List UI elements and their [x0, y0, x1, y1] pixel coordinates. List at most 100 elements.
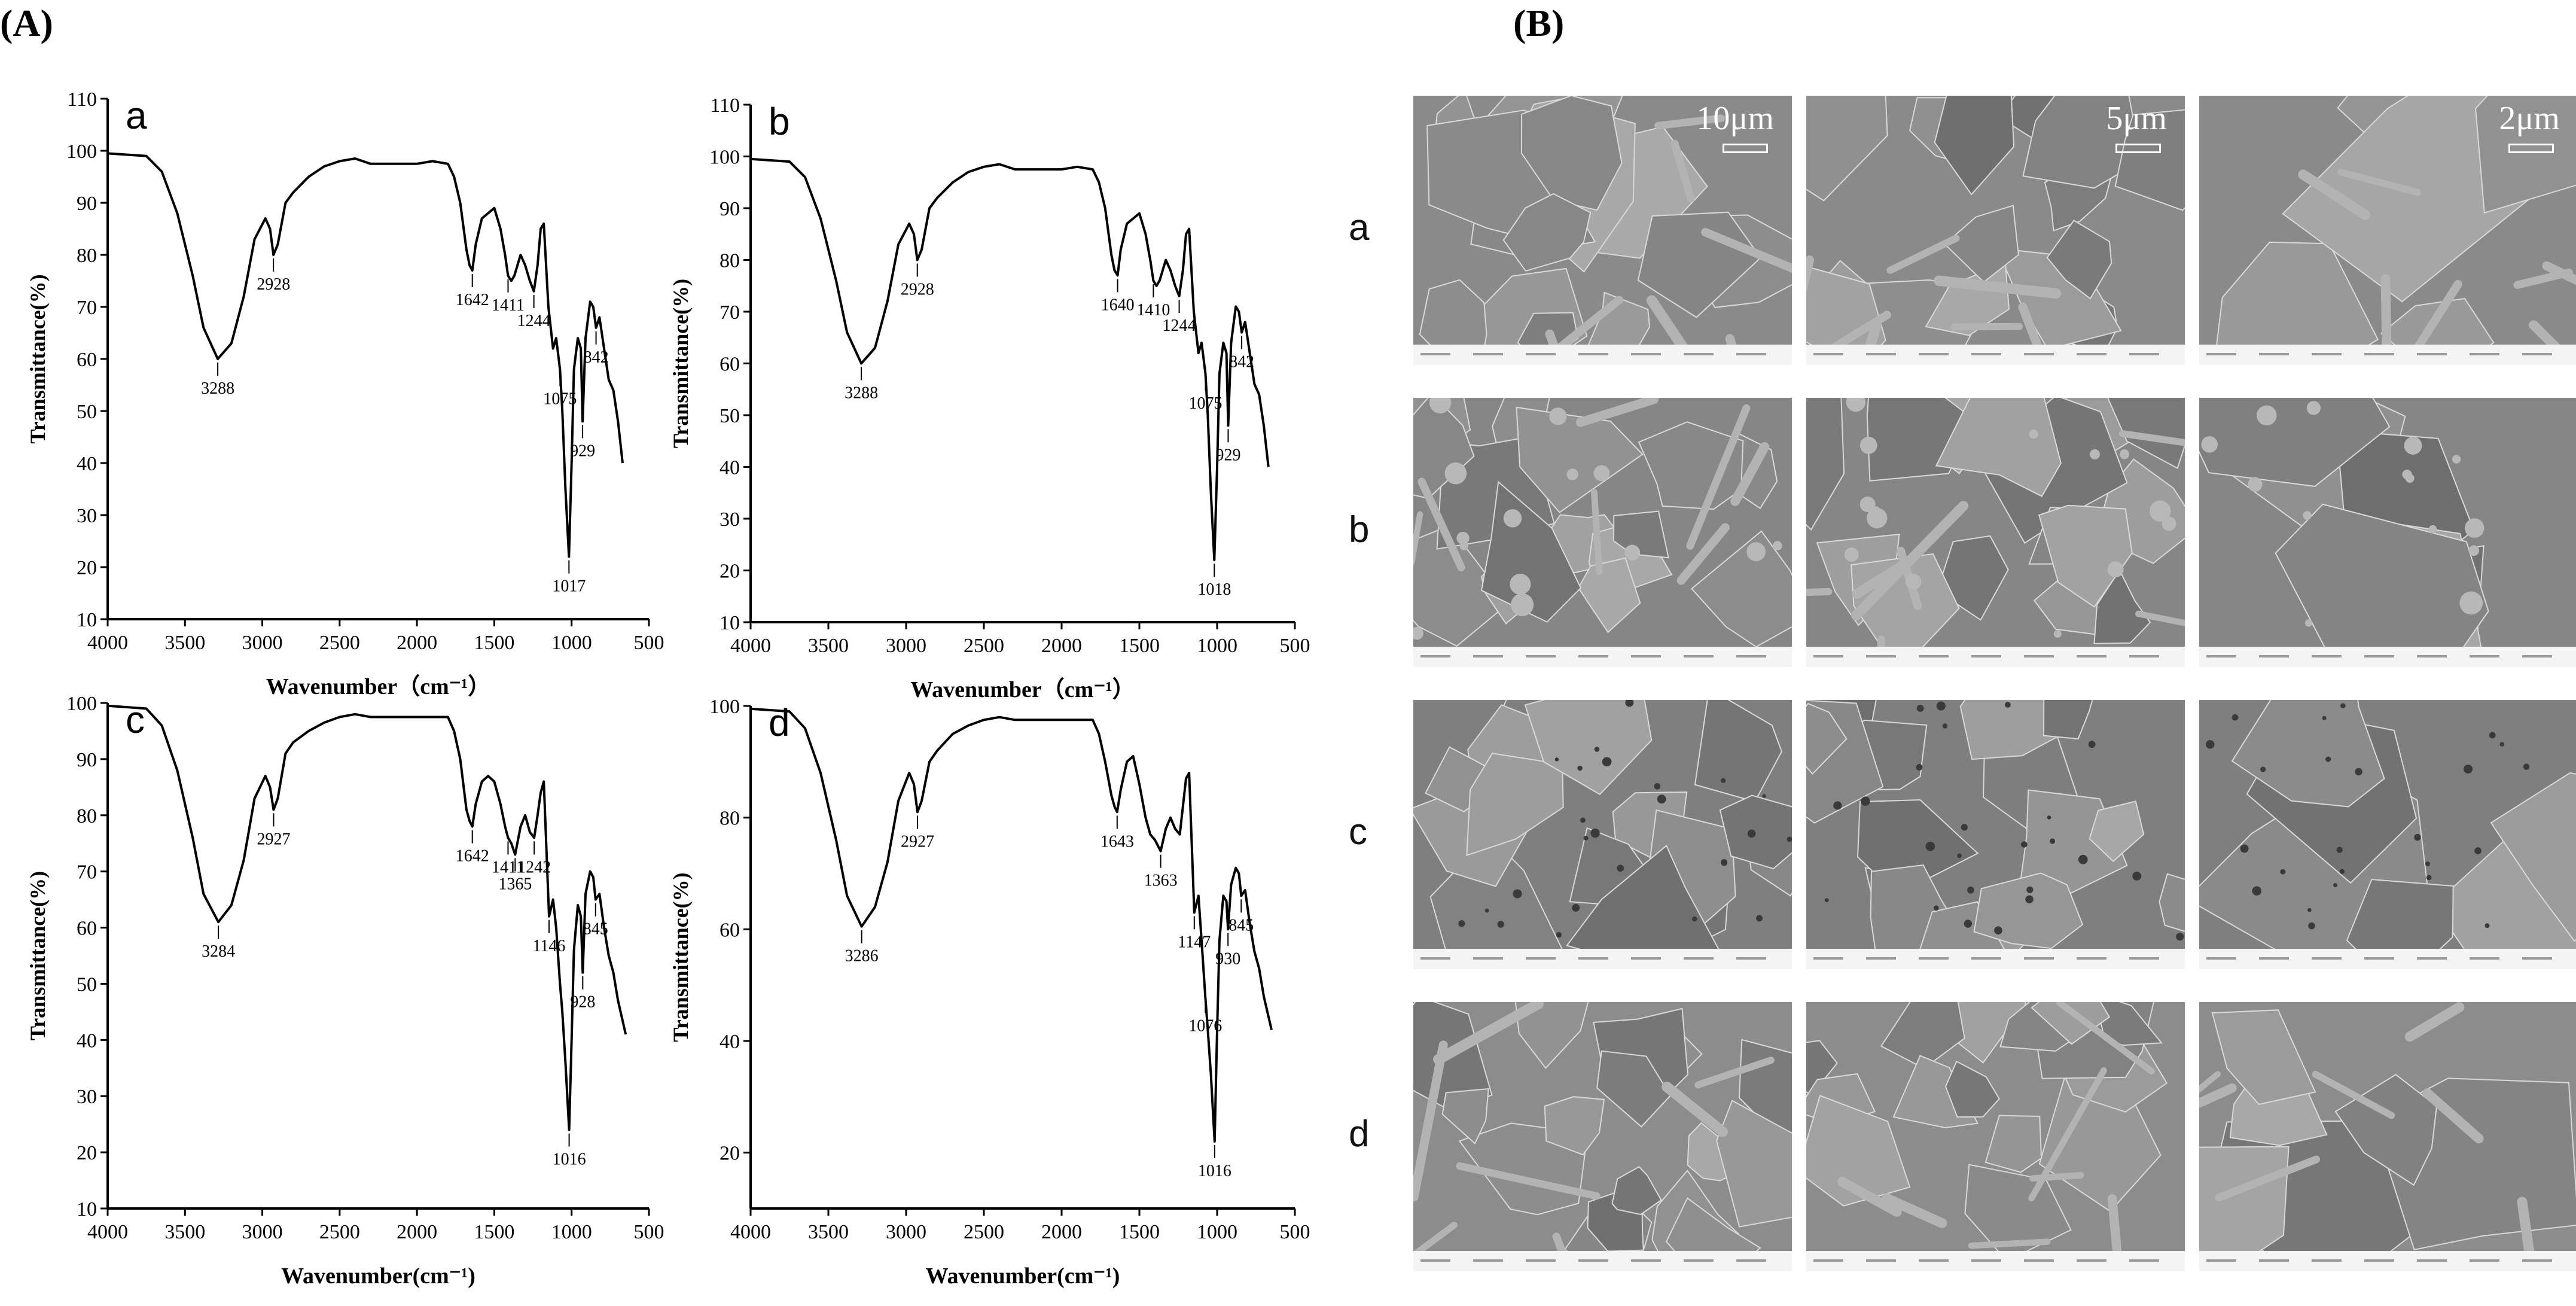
- x-tick-label: 4000: [87, 1221, 128, 1243]
- y-tick-label: 60: [720, 919, 740, 941]
- x-tick-label: 3500: [164, 1221, 205, 1243]
- x-tick-label: 1000: [551, 1221, 592, 1243]
- peak-label: 1411: [492, 858, 525, 876]
- peak-label: 1643: [1100, 832, 1134, 851]
- peak-label: 1640: [1101, 296, 1135, 314]
- scale-bar-label: 2μm: [2499, 100, 2560, 137]
- sem-texture: [1413, 398, 1792, 667]
- y-tick-label: 110: [67, 89, 97, 111]
- y-tick-label: 50: [77, 973, 97, 996]
- y-tick-label: 20: [720, 1143, 740, 1165]
- sem-micrograph: [1806, 398, 2185, 667]
- sem-micrograph: [1413, 700, 1792, 969]
- peak-label: 1017: [552, 577, 586, 596]
- sem-texture: [1806, 700, 2185, 969]
- peak-label: 1244: [1163, 316, 1196, 335]
- y-tick-label: 60: [720, 354, 740, 376]
- y-tick-label: 60: [77, 349, 97, 371]
- peak-label: 929: [570, 442, 595, 460]
- y-axis-label: Transmittance(%): [26, 274, 50, 443]
- y-tick-label: 10: [77, 609, 97, 631]
- x-tick-label: 1000: [1197, 1221, 1237, 1243]
- x-tick-label: 3000: [886, 1221, 926, 1243]
- peak-label: 2927: [257, 830, 290, 848]
- sem-texture: [1806, 398, 2185, 667]
- sem-micrograph: 2μm: [2199, 96, 2576, 365]
- y-tick-label: 50: [720, 405, 740, 427]
- x-tick-label: 4000: [87, 632, 128, 654]
- peak-label: 3286: [845, 947, 879, 966]
- peak-label: 1411: [492, 296, 525, 315]
- x-axis-label: Wavenumber（cm⁻¹）: [266, 674, 491, 699]
- x-tick-label: 3000: [242, 632, 283, 654]
- sem-micrograph: [1413, 1002, 1792, 1271]
- x-tick-label: 3500: [808, 1221, 849, 1243]
- x-tick-label: 500: [634, 632, 664, 654]
- peak-label: 1018: [1197, 580, 1231, 599]
- y-tick-label: 80: [720, 250, 740, 272]
- peak-label: 1076: [1188, 1016, 1222, 1035]
- sem-micrograph: [1806, 700, 2185, 969]
- y-tick-label: 60: [77, 918, 97, 940]
- y-tick-label: 100: [709, 147, 740, 169]
- y-tick-label: 70: [720, 302, 740, 324]
- peak-label: 3288: [845, 384, 878, 403]
- peak-label: 1363: [1144, 872, 1178, 890]
- scale-bar: [2508, 144, 2554, 153]
- x-tick-label: 2000: [397, 632, 437, 654]
- y-tick-label: 20: [77, 1142, 97, 1164]
- x-axis-label: Wavenumber(cm⁻¹): [926, 1264, 1120, 1289]
- ftir-chart-a: 10 20 30 40 50 60 70 80 90 100 110 4000 3500 3000 2500…: [26, 89, 664, 699]
- y-tick-label: 30: [77, 1086, 97, 1108]
- sem-micrograph: [1806, 1002, 2185, 1271]
- y-tick-label: 90: [77, 749, 97, 771]
- x-tick-label: 2500: [964, 1221, 1004, 1243]
- x-tick-label: 1500: [1119, 635, 1160, 657]
- x-tick-label: 3000: [242, 1221, 283, 1243]
- x-tick-label: 2500: [319, 632, 360, 654]
- y-tick-label: 10: [720, 612, 740, 634]
- y-tick-label: 80: [77, 245, 97, 267]
- chart-panel-letter: c: [126, 698, 145, 741]
- y-tick-label: 20: [77, 557, 97, 579]
- x-tick-label: 500: [1280, 635, 1310, 657]
- peak-label: 1410: [1136, 301, 1170, 319]
- peak-label: 845: [583, 920, 608, 939]
- x-tick-label: 4000: [730, 1221, 771, 1243]
- y-tick-label: 90: [77, 193, 97, 215]
- sem-row-label: b: [1349, 509, 1370, 550]
- y-tick-label: 70: [77, 297, 97, 319]
- peak-label: 3288: [201, 379, 234, 398]
- y-axis-label: Transmittance(%): [26, 871, 50, 1040]
- y-tick-label: 40: [720, 1031, 740, 1053]
- peak-label: 2928: [901, 281, 934, 299]
- x-tick-label: 3000: [886, 635, 926, 657]
- ftir-chart-b: 10 20 30 40 50 60 70 80 90 100 110 4000 3500 3000 2500…: [669, 95, 1310, 702]
- peak-label: 2928: [257, 275, 290, 294]
- y-tick-label: 110: [710, 95, 740, 117]
- peak-label: 1244: [517, 312, 551, 330]
- x-tick-label: 1000: [551, 632, 592, 654]
- peak-label: 1242: [517, 858, 551, 876]
- x-tick-label: 3500: [808, 635, 849, 657]
- peak-label: 1075: [1189, 394, 1223, 413]
- sem-row-label: d: [1349, 1113, 1370, 1155]
- peak-label: 2927: [901, 832, 934, 851]
- peak-label: 929: [1215, 446, 1240, 464]
- chart-panel-letter: a: [126, 94, 147, 137]
- sem-micrograph: [1413, 398, 1792, 667]
- spectrum-line: [107, 152, 624, 558]
- sem-micrograph: [2199, 1002, 2576, 1271]
- panel-a-label: (A): [0, 2, 53, 44]
- peak-label: 1642: [456, 847, 489, 866]
- sem-micrograph: [2199, 700, 2576, 969]
- sem-texture: [2199, 1002, 2576, 1271]
- y-tick-label: 30: [77, 505, 97, 527]
- y-tick-label: 40: [77, 453, 97, 475]
- chart-panel-letter: b: [769, 100, 790, 143]
- x-axis-label: Wavenumber（cm⁻¹）: [910, 677, 1135, 702]
- peak-label: 1147: [1178, 933, 1211, 951]
- scale-bar: [2115, 144, 2161, 153]
- peak-label: 1146: [532, 937, 565, 955]
- peak-label: 1642: [456, 291, 489, 309]
